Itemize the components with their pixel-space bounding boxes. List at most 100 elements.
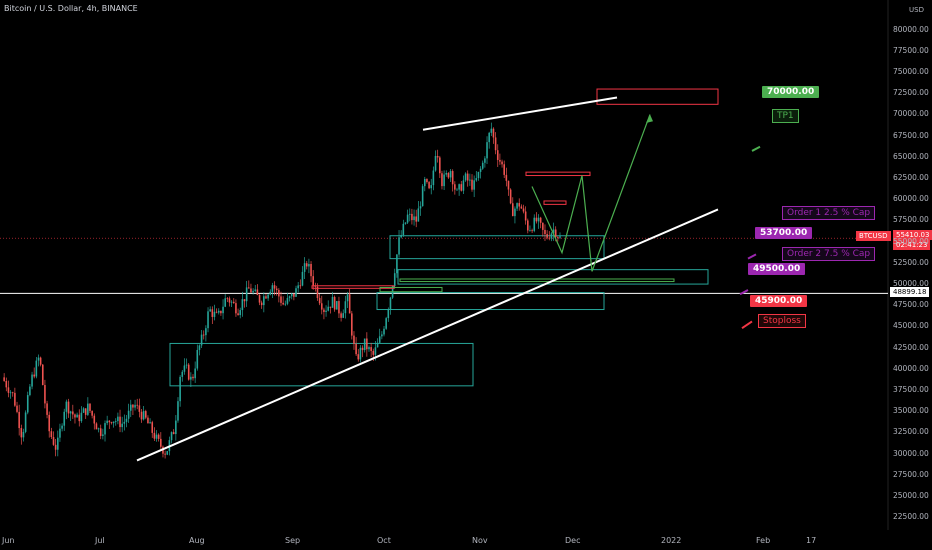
x-tick-label: Sep [285,536,301,545]
tp-price-label[interactable]: 70000.00 [762,86,820,98]
candle-body [202,334,205,336]
candle-body [241,299,244,311]
candle-body [305,263,308,267]
candle-body [436,156,439,158]
order2-price-label[interactable]: 49500.00 [748,263,806,275]
candle-body [537,217,540,222]
y-tick-label: 30000.00 [893,448,929,458]
candle-body [297,285,299,289]
candle-body [18,411,20,429]
y-tick-label: 52500.00 [893,257,929,267]
candle-body [84,408,87,415]
candle-body [224,298,226,307]
candle-body [149,422,151,424]
projection-path [531,114,651,272]
x-tick-label: Jun [2,536,15,545]
candle-body [449,171,452,178]
candle-body [325,310,327,312]
y-tick-label: 42500.00 [893,342,929,352]
order2-pointer [739,289,749,296]
candle-body [46,403,48,415]
candle-body [372,350,375,355]
candle-body [134,404,136,408]
order2-label[interactable]: Order 2 7.5 % Cap [782,247,876,261]
candle-body [110,422,113,424]
candle-body [108,420,111,423]
candle-body [147,417,149,424]
candle-body [65,401,68,412]
candle-body [76,414,78,418]
y-tick-label: 70000.00 [893,109,929,119]
candle-body [411,213,413,221]
candle-body [548,237,551,239]
candle-body [271,285,274,292]
candle-body [263,296,265,306]
candle-body [160,438,162,447]
candle-body [142,411,145,420]
candle-body [220,310,222,314]
demand-zone-aug [169,342,474,387]
x-tick-label: Feb [756,536,771,545]
candle-body [421,186,424,207]
y-tick-label: 67500.00 [893,130,929,140]
candle-body [550,233,553,239]
candle-body [239,310,242,316]
candle-body [192,376,194,379]
tp1-label[interactable]: TP1 [772,109,799,123]
candle-body [237,313,239,316]
order1-pointer [747,253,757,260]
candle-body [22,431,25,438]
candle-body [423,179,426,187]
candle-body [396,254,398,274]
candle-body [531,230,533,232]
order-line-green [399,278,675,283]
candle-body [439,157,441,174]
candle-body [496,150,499,160]
candle-body [207,311,209,329]
candle-body [265,296,267,299]
candle-body [524,211,527,221]
candle-body [117,416,119,422]
candle-body [78,414,81,422]
candle-body [355,343,357,355]
candle-body [35,360,38,377]
candle-body [99,428,102,436]
candle-body [514,208,516,217]
target-zone [596,88,719,105]
candle-body [48,414,51,432]
candle-body [63,411,66,426]
order1-label[interactable]: Order 1 2.5 % Cap [782,206,876,220]
candle-body [57,437,59,450]
candle-body [376,342,379,348]
candle-body [342,313,345,318]
order1-price-label[interactable]: 53700.00 [755,227,813,239]
candle-body [196,349,199,369]
candle-body [520,206,523,209]
projection-arrowhead [646,114,653,123]
y-tick-label: 37500.00 [893,385,929,395]
candle-body [477,171,480,179]
candle-body [226,298,229,300]
stoploss-label[interactable]: Stoploss [758,314,806,328]
stop-price-label[interactable]: 45900.00 [750,295,808,307]
candle-body [312,276,314,286]
candle-body [222,306,224,314]
y-tick-label: 35000.00 [893,406,929,416]
y-tick-label: 77500.00 [893,45,929,55]
candle-body [378,336,381,343]
candle-body [288,296,291,299]
candle-body [451,171,454,185]
candle-body [278,290,280,297]
candle-body [11,392,14,394]
x-tick-label: Oct [377,536,391,545]
candle-body [432,170,435,186]
candle-body [400,235,402,238]
candle-body [50,431,53,438]
candle-body [544,229,546,235]
candle-body [329,306,332,308]
y-tick-label: 32500.00 [893,427,929,437]
candle-body [552,229,555,234]
candle-body [205,328,207,336]
candle-body [44,385,46,404]
